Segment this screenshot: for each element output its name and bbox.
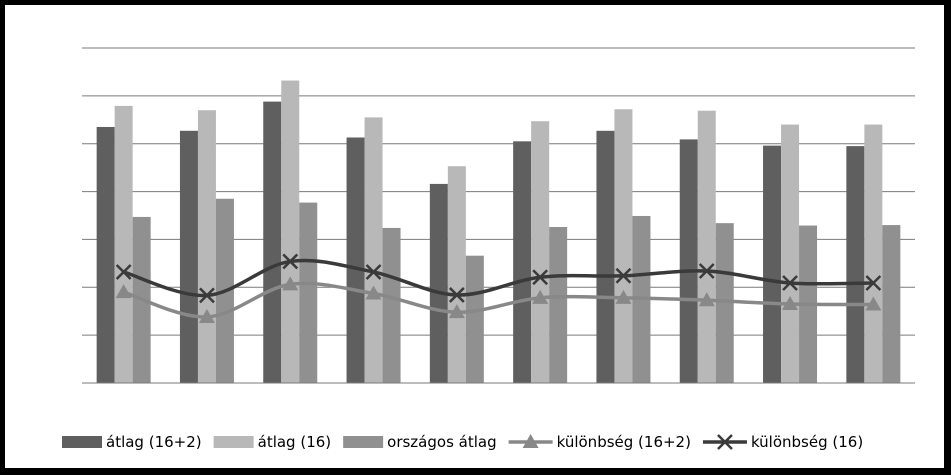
point-l2-c7 [615, 267, 632, 284]
bar-s3-c5 [465, 255, 484, 383]
point-l2-c4 [365, 264, 382, 280]
bar-s2-c10 [864, 124, 883, 384]
bar-s1-c2 [179, 130, 198, 383]
combo-chart: átlag (16+2) átlag (16) országos átlag külö… [62, 47, 915, 451]
bar-s1-c3 [263, 101, 282, 383]
bar-s3-c10 [882, 225, 901, 383]
point-l1-c3 [282, 276, 299, 291]
bar-s1-c10 [846, 146, 865, 383]
point-l2-c3 [282, 253, 299, 270]
legend-label: átlag (16+2) [106, 433, 202, 451]
point-l2-c1 [115, 264, 132, 280]
bar-s1-c5 [429, 183, 448, 383]
legend-label: különbség (16) [751, 433, 863, 451]
bar-s3-c4 [382, 227, 401, 383]
bar-s2-c5 [447, 166, 466, 383]
bar-s2-c3 [281, 80, 300, 384]
legend-item-2: átlag (16) [213, 433, 332, 451]
bar-s3-c6 [549, 226, 568, 383]
point-l2-c6 [532, 269, 549, 286]
legend-item-4: különbség (16+2) [508, 433, 691, 451]
point-l1-c1 [115, 284, 132, 299]
bar-s1-c8 [679, 139, 698, 383]
point-l2-c5 [448, 287, 465, 303]
point-l1-c5 [448, 304, 465, 319]
bar-s3-c3 [299, 202, 318, 383]
bar-s2-c6 [531, 121, 550, 383]
legend-swatch [343, 436, 384, 448]
bar-s1-c4 [346, 137, 365, 383]
legend-marker [522, 434, 539, 448]
chart-frame: átlag (16+2) átlag (16) országos átlag külö… [5, 5, 944, 468]
point-l1-c10 [865, 296, 882, 311]
point-l1-c8 [698, 292, 715, 307]
legend-item-3: országos átlag [343, 433, 497, 451]
point-l1-c7 [615, 289, 632, 304]
legend: átlag (16+2) átlag (16) országos átlag külö… [62, 433, 863, 451]
point-l2-c10 [865, 275, 882, 291]
bar-s2-c4 [364, 117, 383, 384]
line-2 [123, 258, 874, 298]
legend-swatch [62, 436, 102, 448]
point-l1-c9 [782, 296, 799, 311]
point-l1-c4 [365, 285, 382, 300]
legend-label: átlag (16) [258, 433, 332, 451]
point-l1-c2 [198, 308, 215, 323]
bar-s1-c6 [513, 141, 532, 383]
legend-item-1: átlag (16+2) [62, 433, 202, 451]
bar-s2-c7 [614, 109, 633, 383]
point-l2-c8 [698, 263, 715, 279]
bar-s2-c8 [697, 110, 716, 383]
point-l1-c6 [532, 289, 549, 304]
point-l2-c9 [782, 275, 798, 291]
bar-s1-c1 [96, 126, 115, 383]
legend-item-5: különbség (16) [702, 433, 863, 451]
line-1 [123, 281, 874, 319]
point-l2-c2 [199, 287, 215, 304]
bar-s2-c9 [781, 124, 800, 384]
bar-s1-c7 [596, 130, 615, 383]
bars [96, 80, 901, 384]
bar-s1-c9 [763, 145, 782, 383]
bar-s3-c8 [715, 223, 734, 383]
legend-marker [717, 434, 733, 450]
legend-label: országos átlag [387, 433, 496, 451]
bar-s2-c2 [197, 110, 216, 383]
lines [115, 253, 882, 323]
legend-label: különbség (16+2) [557, 433, 691, 451]
bar-s2-c1 [114, 105, 133, 384]
legend-swatch [213, 436, 254, 448]
